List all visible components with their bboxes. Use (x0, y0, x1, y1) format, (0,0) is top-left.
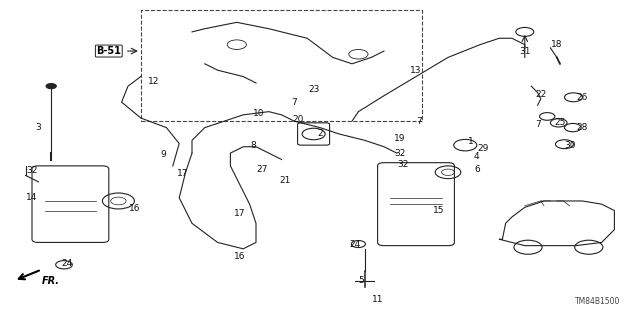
Text: 28: 28 (577, 123, 588, 132)
Text: 17: 17 (234, 209, 246, 218)
Text: 19: 19 (394, 134, 406, 143)
Bar (141, 10, 422, 121)
Text: 7: 7 (417, 117, 422, 126)
Text: 10: 10 (253, 109, 265, 118)
Text: 27: 27 (257, 165, 268, 174)
Text: 15: 15 (433, 206, 444, 215)
Text: 17: 17 (177, 169, 188, 178)
Text: 6: 6 (474, 165, 479, 174)
Text: 16: 16 (234, 252, 246, 261)
Text: 30: 30 (564, 141, 575, 150)
Text: 21: 21 (279, 176, 291, 185)
Text: 22: 22 (535, 90, 547, 99)
Text: 18: 18 (551, 40, 563, 49)
Text: 32: 32 (397, 160, 409, 169)
Text: 1: 1 (468, 137, 473, 146)
Text: 32: 32 (394, 149, 406, 158)
Text: 20: 20 (292, 115, 303, 124)
Text: 7: 7 (292, 98, 297, 107)
Text: 9: 9 (161, 150, 166, 159)
Text: 2: 2 (317, 130, 323, 138)
Text: 8: 8 (250, 141, 255, 150)
Circle shape (46, 84, 56, 89)
Text: B-51: B-51 (97, 46, 121, 56)
Text: 5: 5 (359, 276, 364, 285)
Text: 23: 23 (308, 85, 319, 94)
Text: 16: 16 (129, 204, 140, 213)
Text: 29: 29 (477, 144, 489, 153)
Text: 4: 4 (474, 152, 479, 161)
Text: 31: 31 (519, 47, 531, 56)
Text: 26: 26 (577, 93, 588, 102)
Text: 12: 12 (148, 77, 159, 86)
Text: 25: 25 (554, 118, 566, 127)
Text: FR.: FR. (42, 276, 60, 286)
Text: 32: 32 (26, 166, 38, 175)
Text: 3: 3 (36, 123, 41, 132)
Text: 13: 13 (410, 66, 422, 75)
Text: 24: 24 (349, 240, 361, 249)
Text: 14: 14 (26, 193, 38, 202)
Text: 7: 7 (535, 120, 540, 129)
Text: 24: 24 (61, 259, 73, 268)
Text: 11: 11 (372, 295, 383, 304)
Text: TM84B1500: TM84B1500 (575, 297, 621, 306)
